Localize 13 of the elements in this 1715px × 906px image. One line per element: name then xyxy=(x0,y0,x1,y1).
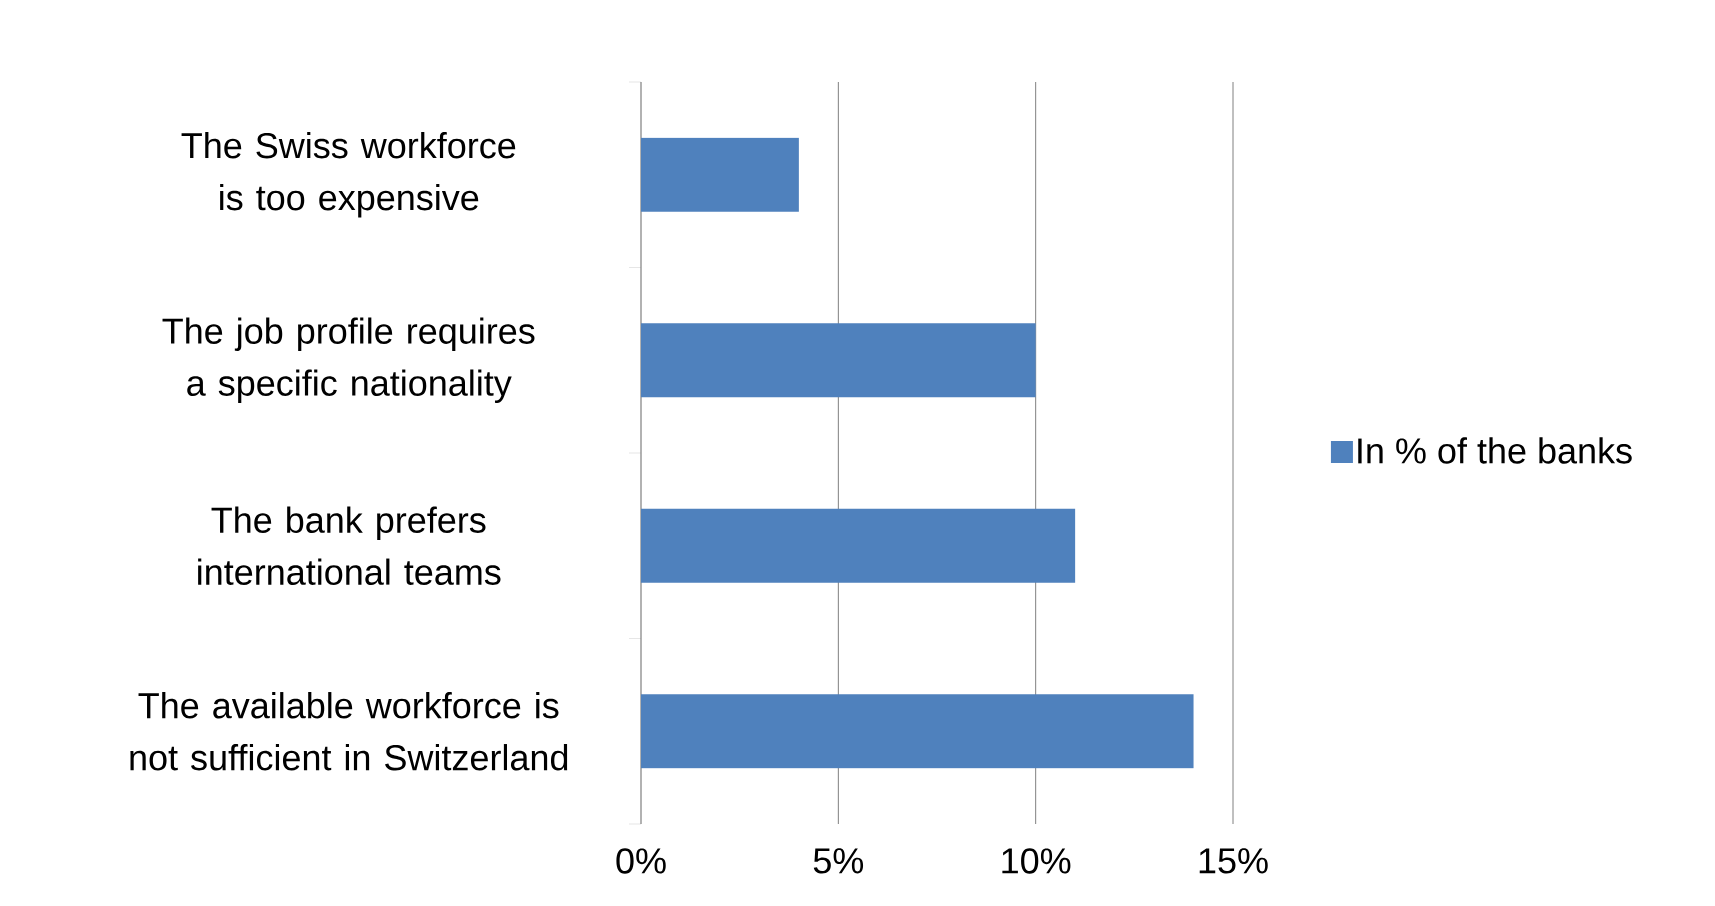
bar xyxy=(641,137,799,212)
legend-label: In % of the banks xyxy=(1358,437,1632,464)
x-tick-label: 15% xyxy=(1199,848,1268,874)
y-tick-label: The Swiss workforce is too expensive xyxy=(181,131,516,218)
bar xyxy=(641,694,1194,769)
bar xyxy=(641,323,1036,398)
x-tick-label: 5% xyxy=(813,848,864,874)
y-tick-label: The bank prefers international teams xyxy=(198,506,501,585)
bar xyxy=(641,508,1076,583)
y-tick-label: The available workforce is not sufficient in Switzerland xyxy=(130,692,568,771)
y-tick-label: The job profile requires a specific nationality xyxy=(162,317,535,404)
x-tick-label: 0% xyxy=(616,848,666,874)
x-tick-label: 10% xyxy=(1002,848,1071,874)
